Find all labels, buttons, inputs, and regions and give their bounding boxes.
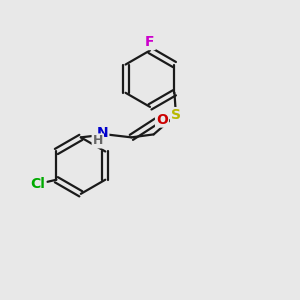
Text: O: O (156, 112, 168, 127)
Text: H: H (93, 134, 103, 147)
Text: S: S (171, 108, 181, 122)
Text: F: F (145, 35, 155, 49)
Text: Cl: Cl (30, 177, 45, 191)
Text: N: N (97, 126, 108, 140)
